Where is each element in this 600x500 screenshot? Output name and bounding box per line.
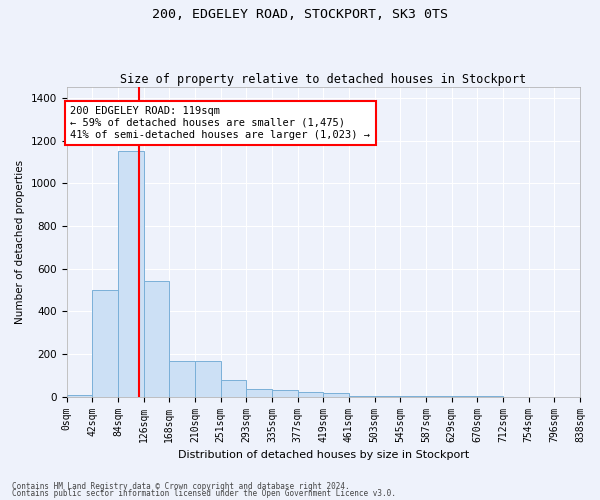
Bar bbox=[298, 392, 323, 396]
Bar bbox=[195, 362, 221, 396]
Bar bbox=[92, 290, 118, 397]
Y-axis label: Number of detached properties: Number of detached properties bbox=[15, 160, 25, 324]
Bar bbox=[221, 380, 246, 396]
Text: Contains HM Land Registry data © Crown copyright and database right 2024.: Contains HM Land Registry data © Crown c… bbox=[12, 482, 350, 491]
Bar bbox=[118, 151, 143, 396]
Title: Size of property relative to detached houses in Stockport: Size of property relative to detached ho… bbox=[120, 73, 526, 86]
Bar bbox=[272, 390, 298, 396]
Text: 200 EDGELEY ROAD: 119sqm
← 59% of detached houses are smaller (1,475)
41% of sem: 200 EDGELEY ROAD: 119sqm ← 59% of detach… bbox=[70, 106, 370, 140]
Bar bbox=[67, 394, 92, 396]
Bar bbox=[246, 389, 272, 396]
Text: 200, EDGELEY ROAD, STOCKPORT, SK3 0TS: 200, EDGELEY ROAD, STOCKPORT, SK3 0TS bbox=[152, 8, 448, 20]
Bar bbox=[169, 362, 195, 396]
Bar bbox=[323, 394, 349, 396]
Text: Contains public sector information licensed under the Open Government Licence v3: Contains public sector information licen… bbox=[12, 489, 396, 498]
Bar bbox=[143, 282, 169, 397]
X-axis label: Distribution of detached houses by size in Stockport: Distribution of detached houses by size … bbox=[178, 450, 469, 460]
